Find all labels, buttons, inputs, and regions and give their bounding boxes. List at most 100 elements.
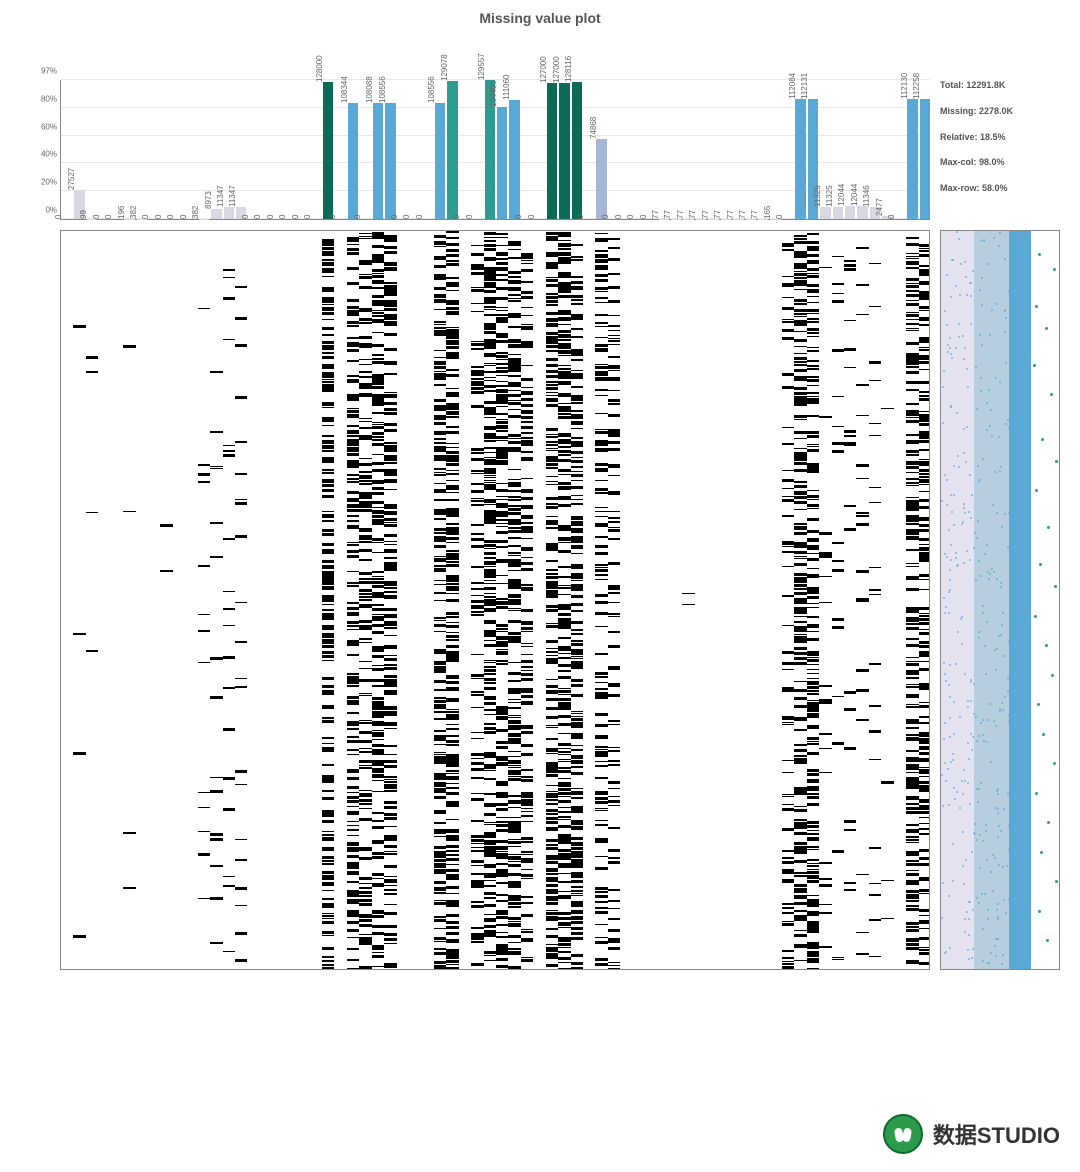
bar-value: 11325 xyxy=(825,185,834,207)
bar-ytick: 0% xyxy=(33,206,57,215)
bar-chart-area: 0%20%40%60%80%97%02752799001963820000382… xyxy=(60,80,930,220)
spark-dot xyxy=(1045,327,1048,330)
matrix-area: 0.010190.020380.030570.040760.050950.061… xyxy=(60,230,930,970)
bar-value: 27527 xyxy=(67,167,76,189)
matrix-col xyxy=(695,231,707,969)
bar-Receiver_ID xyxy=(547,83,557,219)
spark-dot xyxy=(1051,674,1054,677)
spark-dot xyxy=(1035,489,1038,492)
spark-dot xyxy=(1034,615,1037,618)
matrix-col xyxy=(421,231,433,969)
spark-dot xyxy=(1045,644,1048,647)
bar-value: 0 xyxy=(614,215,623,219)
bar-ScoreDiff xyxy=(820,207,830,219)
bar-value: 0 xyxy=(253,215,262,219)
matrix-col xyxy=(136,231,148,969)
matrix-col xyxy=(409,231,421,969)
bar-Passer xyxy=(348,103,358,219)
bar-value: 0 xyxy=(639,215,648,219)
bar-value: 0 xyxy=(291,215,300,219)
matrix-col xyxy=(732,231,744,969)
bar-value: 77 xyxy=(651,210,660,219)
bar-value: 0 xyxy=(465,215,474,219)
matrix-col xyxy=(160,231,172,969)
spark-dot xyxy=(1038,253,1041,256)
bar-value: 0 xyxy=(887,215,896,219)
bar-value: 112084 xyxy=(788,73,797,99)
spark-dot xyxy=(1046,939,1049,942)
bar-value: 0 xyxy=(415,215,424,219)
spark-dot xyxy=(1042,733,1045,736)
bar-value: 0 xyxy=(452,215,461,219)
bar-value: 112131 xyxy=(800,73,809,99)
bar-AwayTimeouts_Remaining_Pre xyxy=(920,99,930,219)
stat-relative: Relative: 18.5% xyxy=(940,132,1070,143)
bar-Reception xyxy=(559,83,569,219)
matrix-col xyxy=(620,231,632,969)
spark-dot xyxy=(1055,880,1058,883)
bar-RunLocation xyxy=(497,107,507,219)
bar-ytick: 60% xyxy=(33,122,57,131)
wechat-icon xyxy=(883,1114,923,1154)
bar-Onsidekick xyxy=(323,82,333,219)
bar-value: 112130 xyxy=(900,73,909,99)
bar-ReturnResult xyxy=(572,82,582,219)
bar-value: 77 xyxy=(676,210,685,219)
spark-dot xyxy=(1033,364,1036,367)
bar-value: 77 xyxy=(750,210,759,219)
bar-value: 382 xyxy=(129,205,138,218)
bar-value: 0 xyxy=(141,215,150,219)
stat-maxrow: Max-row: 58.0% xyxy=(940,183,1070,194)
bar-BlockingPlayer xyxy=(596,139,606,219)
bar-value: 0 xyxy=(266,215,275,219)
matrix-col xyxy=(384,231,396,969)
matrix-col xyxy=(260,231,272,969)
matrix-col xyxy=(894,231,906,969)
bar-AwayTeam xyxy=(857,206,867,219)
bar-value: 0 xyxy=(775,215,784,219)
bar-value: 0 xyxy=(601,215,610,219)
matrix-col xyxy=(61,231,73,969)
bar-value: 0 xyxy=(353,215,362,219)
bar-value: 0 xyxy=(179,215,188,219)
matrix-col xyxy=(583,231,595,969)
matrix-col xyxy=(832,231,844,969)
bar-value: 111060 xyxy=(502,75,511,101)
bar-value: 0 xyxy=(154,215,163,219)
bar-value: 108556 xyxy=(378,76,387,103)
bar-value: 0 xyxy=(54,215,63,219)
bar-RushAttempt xyxy=(509,100,519,219)
matrix-col xyxy=(272,231,284,969)
bar-value: 108556 xyxy=(427,76,436,103)
bar-AbsScoreDiff xyxy=(833,207,843,219)
bar-value: 12044 xyxy=(837,184,846,206)
bar-HomeTeam xyxy=(845,206,855,219)
bar-PassLength xyxy=(385,103,395,219)
bar-value: 0 xyxy=(402,215,411,219)
spark-dot xyxy=(1047,821,1050,824)
matrix-col xyxy=(310,231,322,969)
matrix-col xyxy=(98,231,110,969)
bar-value: 0 xyxy=(104,215,113,219)
bar-value: 8973 xyxy=(204,192,213,210)
stats-panel: Total: 12291.8K Missing: 2278.0K Relativ… xyxy=(940,80,1070,209)
bar-PassOutcome xyxy=(373,103,383,219)
spark-dot xyxy=(1053,762,1056,765)
bar-value: 108344 xyxy=(340,76,349,103)
bar-ytick: 80% xyxy=(33,94,57,103)
spark-dot xyxy=(1053,268,1056,271)
matrix-col xyxy=(881,231,893,969)
bar-value: 382 xyxy=(191,205,200,218)
matrix-plot: 0.010190.020380.030570.040760.050950.061… xyxy=(60,230,930,970)
spark-dot xyxy=(1047,526,1050,529)
matrix-col xyxy=(223,231,235,969)
bar-value: 12044 xyxy=(850,184,859,206)
bar-ytick: 20% xyxy=(33,178,57,187)
matrix-col xyxy=(86,231,98,969)
bar-value: 0 xyxy=(514,215,523,219)
spark-dot xyxy=(1050,393,1053,396)
bar-InterceptionThrown xyxy=(447,81,457,219)
bar-value: 11347 xyxy=(216,185,225,207)
matrix-col xyxy=(111,231,123,969)
matrix-col xyxy=(819,231,831,969)
